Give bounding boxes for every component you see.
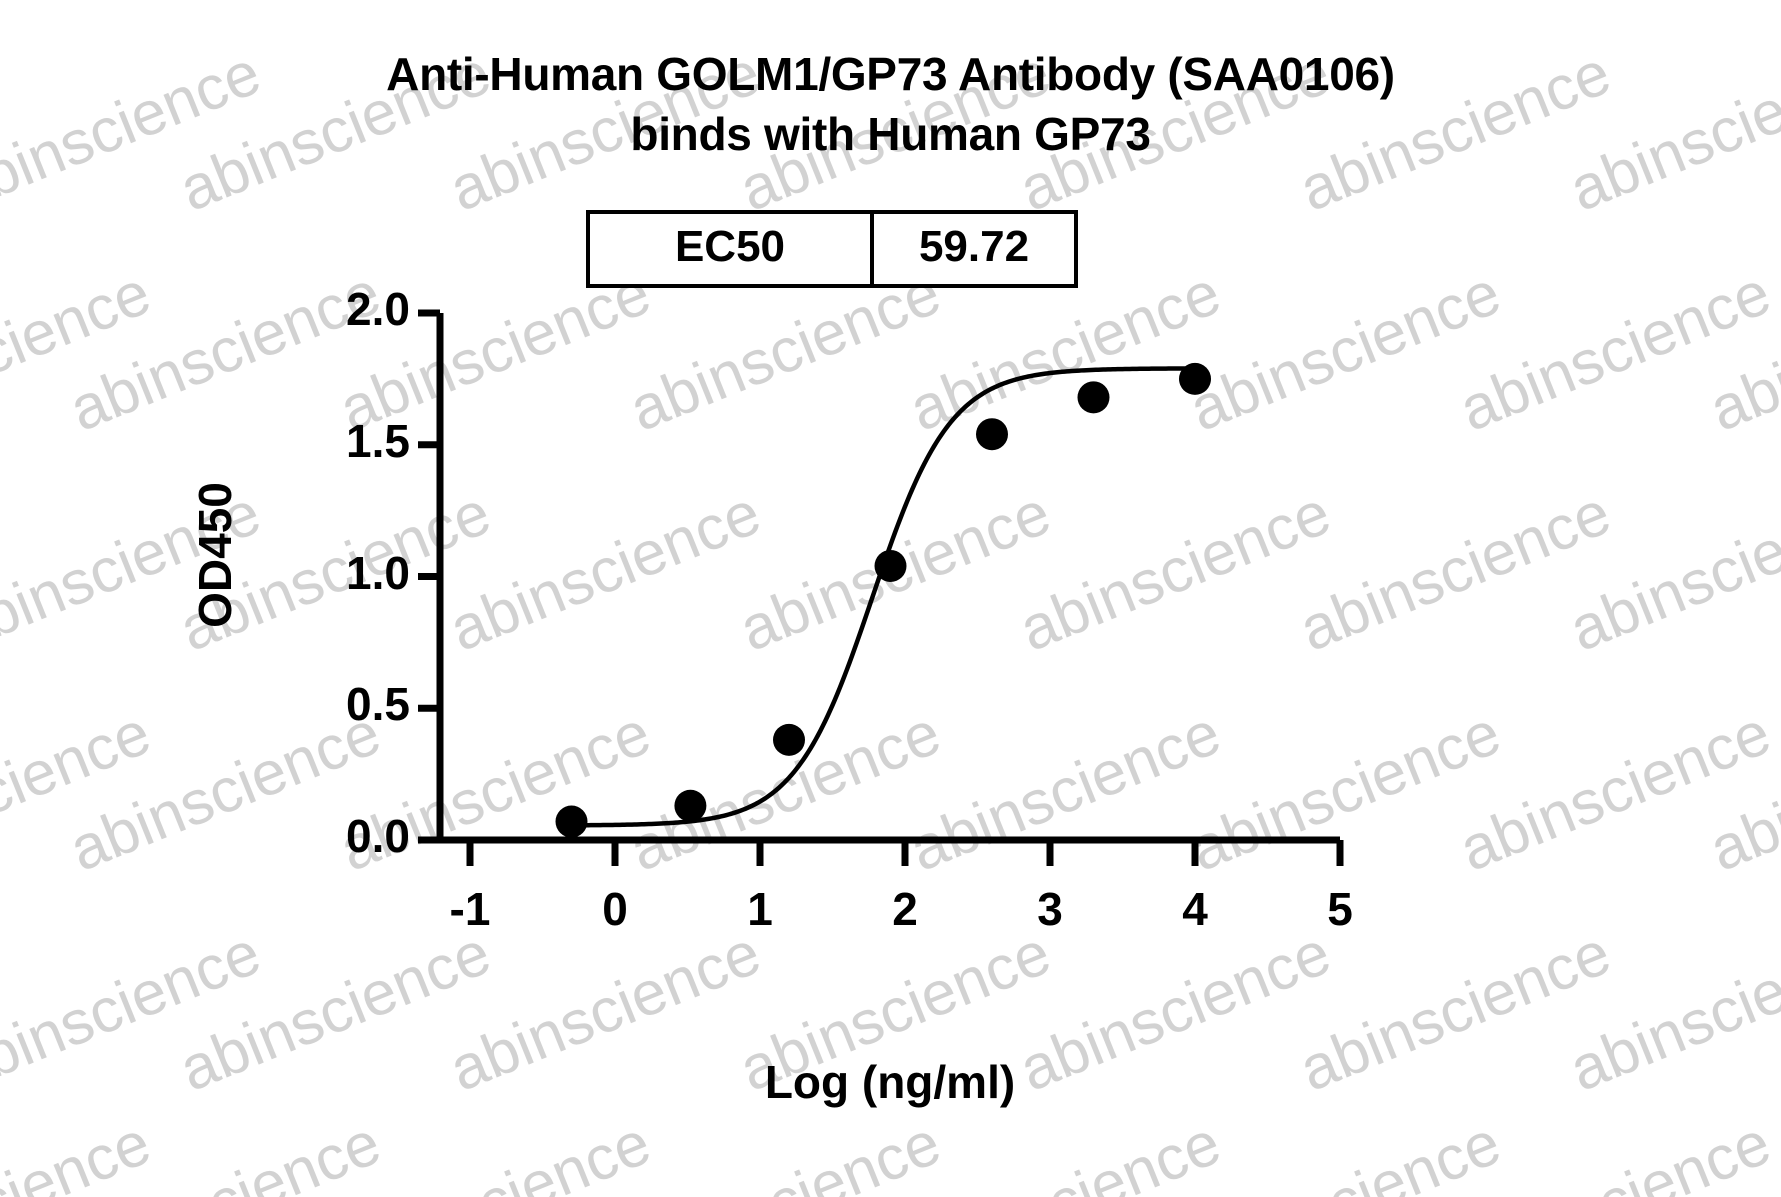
x-tick-label: 2 (892, 883, 918, 935)
figure-title: Anti-Human GOLM1/GP73 Antibody (SAA0106)… (0, 44, 1781, 164)
data-point-marker (674, 789, 707, 822)
x-axis-title: Log (ng/ml) (764, 1056, 1016, 1108)
y-axis-title-text: OD450 (189, 482, 241, 628)
ec50-label: EC50 (590, 214, 874, 284)
y-axis-title: OD450 (180, 440, 250, 670)
data-point-marker (1077, 381, 1110, 414)
data-point-marker (773, 723, 805, 756)
data-points (555, 362, 1211, 838)
title-line-2: binds with Human GP73 (630, 108, 1151, 160)
y-tick-label: 0.0 (346, 810, 410, 862)
data-point-marker (555, 805, 588, 838)
plot-axes (418, 309, 1344, 866)
title-line-1: Anti-Human GOLM1/GP73 Antibody (SAA0106) (386, 48, 1395, 100)
fit-curve (566, 366, 1200, 828)
x-tick-label: 4 (1182, 883, 1208, 935)
x-tick-label: 5 (1327, 883, 1353, 935)
ec50-table: EC50 59.72 (586, 210, 1078, 288)
x-tick-label: 1 (747, 883, 773, 935)
data-point-marker (1179, 362, 1211, 395)
data-point-marker (976, 418, 1008, 451)
data-point-marker (874, 549, 907, 582)
y-tick-label: 1.5 (346, 414, 410, 467)
sigmoid-fit-path (566, 366, 1200, 828)
x-tick-label: 0 (602, 883, 628, 935)
y-tick-label: 0.5 (346, 678, 410, 731)
y-tick-label: 2.0 (346, 283, 410, 335)
x-tick-label: -1 (449, 883, 491, 935)
y-tick-label: 1.0 (346, 546, 410, 599)
x-tick-label: 3 (1037, 883, 1063, 935)
ec50-value: 59.72 (918, 222, 1030, 271)
